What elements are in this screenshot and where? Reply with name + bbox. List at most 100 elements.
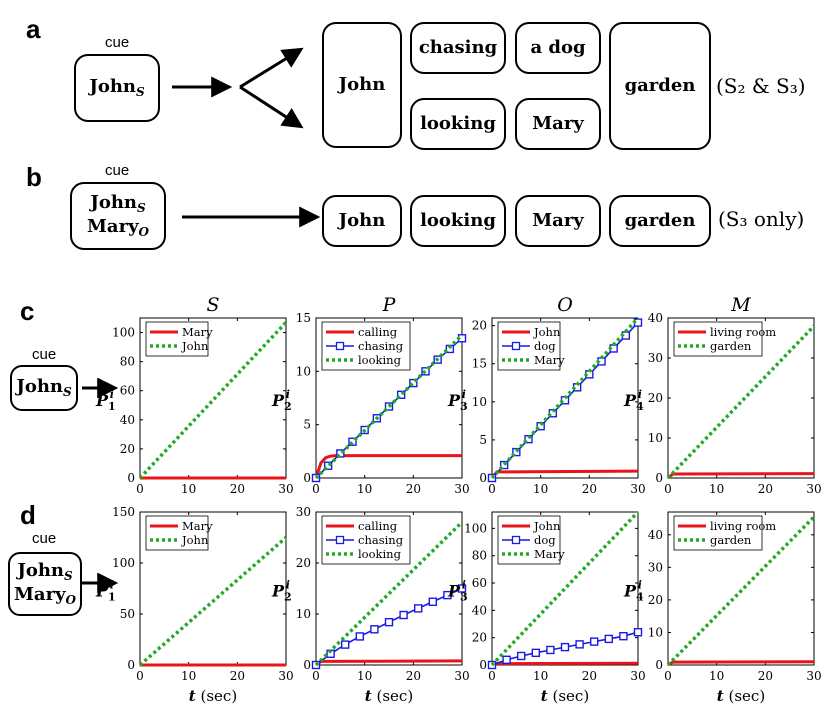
y-tick-label: 20 <box>296 556 311 570</box>
arrow-down <box>239 85 304 129</box>
legend-label: calling <box>358 519 398 533</box>
data-point <box>428 597 437 606</box>
y-tick-label: 80 <box>472 549 487 563</box>
panel-d-cue-box: JohnS MaryO <box>8 552 82 616</box>
x-axis-label: t (sec) <box>189 687 237 705</box>
y-tick-label: 10 <box>296 364 311 378</box>
y-tick-label: 20 <box>120 442 135 456</box>
panel-d-label: d <box>20 500 36 530</box>
panel-b-cue-label: cue <box>105 162 130 179</box>
data-point <box>336 449 345 458</box>
data-point <box>457 584 467 593</box>
x-tick-label: 10 <box>533 482 548 496</box>
y-tick-label: 0 <box>303 471 311 485</box>
y-tick-label: 10 <box>648 431 663 445</box>
legend-label: looking <box>358 547 402 561</box>
panel-b-word-garden: garden <box>609 195 711 247</box>
data-point <box>399 610 408 620</box>
y-tick-label: 0 <box>479 471 487 485</box>
y-tick-label: 100 <box>464 521 487 535</box>
panel-a-verb-looking: looking <box>410 98 506 150</box>
legend-label: Mary <box>182 325 213 339</box>
data-point <box>414 604 423 613</box>
y-tick-label: 100 <box>112 326 135 340</box>
y-tick-label: 40 <box>120 413 135 427</box>
cue-subscript: O <box>138 225 149 239</box>
y-tick-label: 20 <box>472 631 487 645</box>
y-tick-label: 30 <box>648 560 663 574</box>
panel-c-arrow <box>82 378 119 398</box>
y-tick-label: 0 <box>303 658 311 672</box>
panel-b-cue-box: JohnS MaryO <box>70 182 166 250</box>
series-line-mary <box>490 510 640 667</box>
cue-name: John <box>90 192 138 213</box>
y-tick-label: 40 <box>648 528 663 542</box>
legend-marker <box>511 341 521 351</box>
legend-label: living room <box>710 519 776 533</box>
x-tick-label: 10 <box>181 669 196 683</box>
panel-d-cue-label: cue <box>32 530 57 547</box>
series-line-looking <box>314 333 464 480</box>
cue-subscript: S <box>63 385 72 399</box>
y-axis-label: P4i <box>623 388 644 413</box>
panel-b-word-looking: looking <box>410 195 506 247</box>
y-axis-label: P4i <box>623 579 644 604</box>
x-tick-label: 20 <box>582 669 597 683</box>
x-tick-label: 20 <box>758 669 773 683</box>
y-tick-label: 0 <box>127 471 135 485</box>
arrow-up <box>239 47 304 89</box>
legend-marker <box>511 535 521 545</box>
data-point <box>546 645 555 655</box>
legend-marker <box>335 341 345 351</box>
panel-b-note: (S₃ only) <box>718 207 805 231</box>
y-tick-label: 20 <box>472 319 487 333</box>
y-tick-label: 30 <box>648 351 663 365</box>
y-tick-label: 60 <box>472 576 487 590</box>
legend-label: garden <box>710 533 752 547</box>
y-tick-label: 20 <box>648 593 663 607</box>
x-axis-label: t (sec) <box>365 687 413 705</box>
y-tick-label: 80 <box>120 355 135 369</box>
legend-box <box>673 515 763 551</box>
x-tick-label: 30 <box>630 482 645 496</box>
cue-subscript: S <box>137 201 146 215</box>
series-line-john <box>491 661 639 667</box>
panel-b-arrow <box>182 206 321 228</box>
x-tick-label: 30 <box>454 482 469 496</box>
y-axis-label: P1i <box>95 579 116 604</box>
y-axis-label: P2i <box>271 388 292 413</box>
x-tick-label: 20 <box>406 669 421 683</box>
x-axis-label: t (sec) <box>541 687 589 705</box>
y-tick-label: 150 <box>112 505 135 519</box>
panel-c-label: c <box>20 296 35 326</box>
legend-box <box>145 321 209 357</box>
y-tick-label: 20 <box>648 391 663 405</box>
x-tick-label: 0 <box>488 482 496 496</box>
data-point <box>633 628 643 637</box>
panel-c-cue-label: cue <box>32 346 57 363</box>
x-tick-label: 0 <box>136 669 144 683</box>
y-tick-label: 0 <box>655 471 663 485</box>
panel-a-location-box: garden <box>609 22 711 150</box>
y-axis-label: P3i <box>447 388 468 413</box>
panel-c-cue-box: JohnS <box>10 365 78 411</box>
x-tick-label: 20 <box>582 482 597 496</box>
y-tick-label: 30 <box>296 505 311 519</box>
data-point <box>575 640 584 649</box>
x-tick-label: 30 <box>454 669 469 683</box>
y-tick-label: 40 <box>648 311 663 325</box>
legend-label: John <box>533 519 561 533</box>
panel-b-word-mary: Mary <box>515 195 601 247</box>
y-tick-label: 0 <box>127 658 135 672</box>
data-point <box>619 631 628 641</box>
legend-marker <box>335 535 345 545</box>
cue-subscript: S <box>136 85 145 99</box>
cue-name: John <box>17 560 65 581</box>
legend-box <box>673 321 763 357</box>
